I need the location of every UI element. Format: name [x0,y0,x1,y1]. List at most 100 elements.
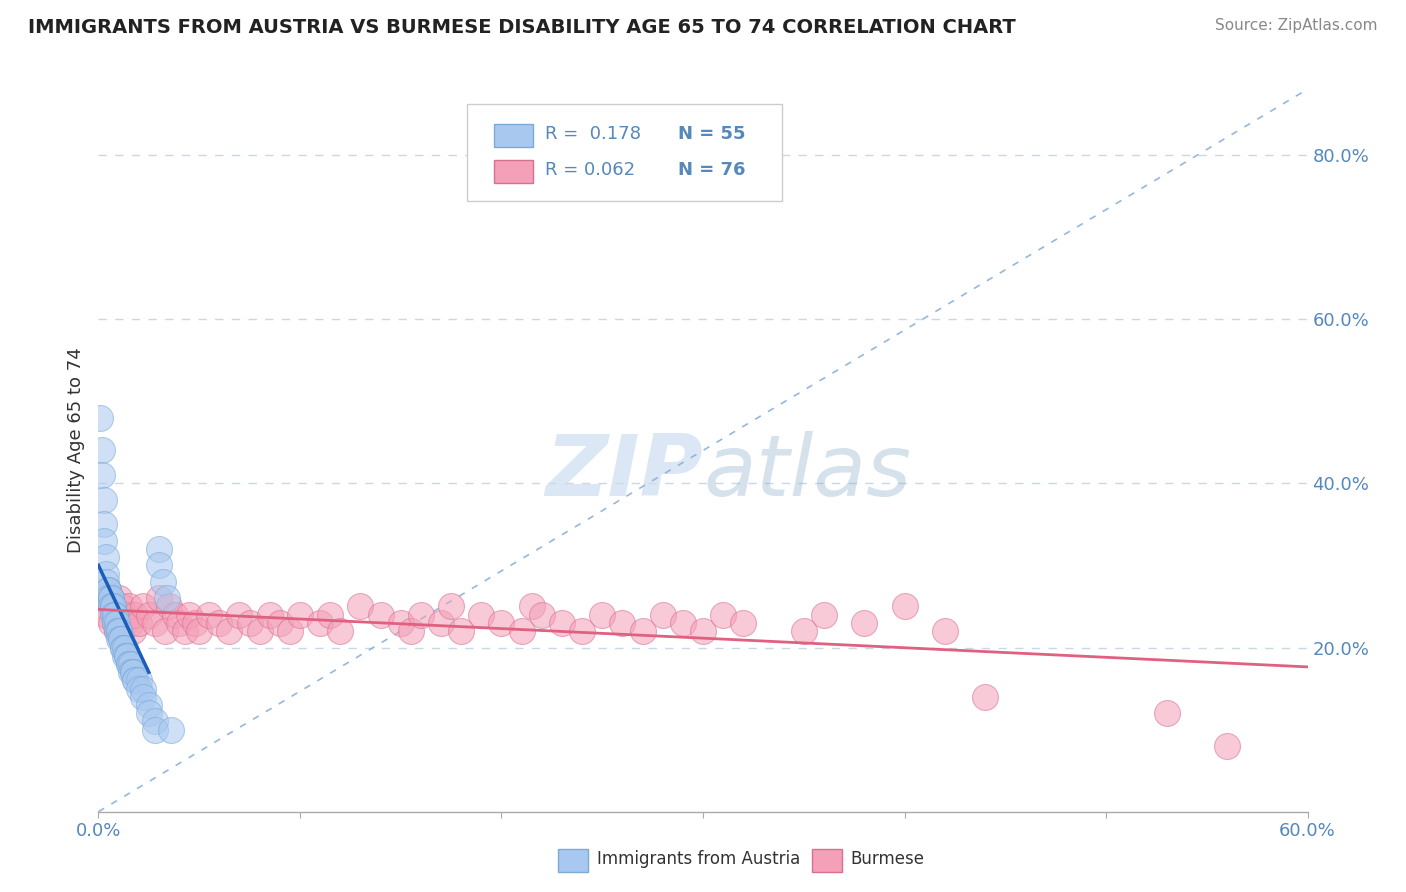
Y-axis label: Disability Age 65 to 74: Disability Age 65 to 74 [66,348,84,553]
Text: R = 0.062: R = 0.062 [544,161,634,179]
Point [399,624,422,639]
Point [156,591,179,606]
Point [934,624,956,639]
Point [143,714,166,729]
Point [893,599,915,614]
Point [733,615,755,630]
Point [288,607,311,622]
Point [163,607,186,622]
Point [349,599,371,614]
Point [430,615,453,630]
Point [115,648,138,663]
Point [105,624,128,639]
Point [120,657,142,671]
Point [110,632,132,647]
Point [571,624,593,639]
Text: IMMIGRANTS FROM AUSTRIA VS BURMESE DISABILITY AGE 65 TO 74 CORRELATION CHART: IMMIGRANTS FROM AUSTRIA VS BURMESE DISAB… [28,18,1017,37]
Point [440,599,463,614]
Point [974,690,997,704]
Point [111,640,134,655]
Point [309,615,332,630]
Point [103,615,125,630]
Point [100,591,122,606]
FancyBboxPatch shape [467,103,782,202]
Point [114,640,136,655]
Point [100,591,122,606]
Point [100,591,122,606]
Point [143,615,166,630]
Point [100,599,122,614]
Point [153,624,176,639]
Point [118,657,141,671]
Point [132,681,155,696]
Point [138,706,160,721]
Point [91,468,114,483]
Point [121,624,143,639]
Point [278,624,301,639]
Point [389,615,412,630]
Point [218,624,240,639]
Point [184,615,207,630]
Point [143,723,166,737]
Point [114,615,136,630]
Point [107,632,129,647]
Point [103,607,125,622]
Point [100,615,122,630]
Point [138,698,160,712]
Point [96,607,118,622]
Point [114,648,136,663]
Point [530,607,553,622]
Point [96,550,118,565]
Point [157,599,180,614]
Point [93,599,115,614]
Point [107,591,129,606]
Text: R =  0.178: R = 0.178 [544,125,641,143]
Point [1156,706,1178,721]
FancyBboxPatch shape [494,124,533,147]
Point [103,615,125,630]
Point [128,681,150,696]
Point [93,492,115,507]
Point [853,615,876,630]
Point [208,615,231,630]
Point [672,615,695,630]
Point [692,624,714,639]
Text: ZIP: ZIP [546,431,703,514]
Point [96,566,118,581]
Point [591,607,613,622]
Point [269,615,291,630]
Text: atlas: atlas [703,431,911,514]
Point [198,607,221,622]
Point [118,657,141,671]
Point [793,624,815,639]
Point [188,624,211,639]
Point [91,443,114,458]
Point [111,607,134,622]
Point [105,615,128,630]
FancyBboxPatch shape [558,848,588,871]
Text: N = 76: N = 76 [678,161,745,179]
Text: Burmese: Burmese [851,850,925,868]
Point [1216,739,1239,753]
FancyBboxPatch shape [811,848,842,871]
Point [93,517,115,532]
Point [319,607,342,622]
Point [329,624,352,639]
Point [97,582,120,597]
Point [612,615,634,630]
Point [97,582,120,597]
Point [120,665,142,680]
Point [121,665,143,680]
Point [96,574,118,589]
Point [249,624,271,639]
Point [107,624,129,639]
Point [148,558,170,573]
Point [711,607,734,622]
Point [91,591,114,606]
Point [167,615,190,630]
Point [121,665,143,680]
Point [107,624,129,639]
Text: Immigrants from Austria: Immigrants from Austria [596,850,800,868]
Point [128,673,150,688]
Point [631,624,654,639]
